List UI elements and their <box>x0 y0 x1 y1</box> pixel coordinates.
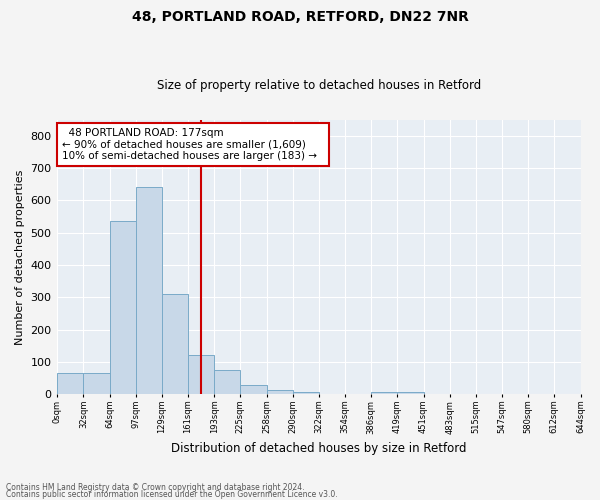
Bar <box>371 392 397 394</box>
X-axis label: Distribution of detached houses by size in Retford: Distribution of detached houses by size … <box>171 442 467 455</box>
Text: Contains HM Land Registry data © Crown copyright and database right 2024.: Contains HM Land Registry data © Crown c… <box>6 484 305 492</box>
Bar <box>83 373 110 394</box>
Bar <box>188 356 214 394</box>
Text: Contains public sector information licensed under the Open Government Licence v3: Contains public sector information licen… <box>6 490 338 499</box>
Bar <box>136 188 162 394</box>
Bar <box>162 294 188 394</box>
Bar <box>110 222 136 394</box>
Bar <box>293 392 319 394</box>
Y-axis label: Number of detached properties: Number of detached properties <box>15 169 25 344</box>
Bar <box>57 373 83 394</box>
Title: Size of property relative to detached houses in Retford: Size of property relative to detached ho… <box>157 79 481 92</box>
Bar <box>266 390 293 394</box>
Text: 48 PORTLAND ROAD: 177sqm
← 90% of detached houses are smaller (1,609)
10% of sem: 48 PORTLAND ROAD: 177sqm ← 90% of detach… <box>62 128 324 161</box>
Bar <box>214 370 241 394</box>
Bar <box>397 392 424 394</box>
Bar <box>241 385 266 394</box>
Text: 48, PORTLAND ROAD, RETFORD, DN22 7NR: 48, PORTLAND ROAD, RETFORD, DN22 7NR <box>131 10 469 24</box>
